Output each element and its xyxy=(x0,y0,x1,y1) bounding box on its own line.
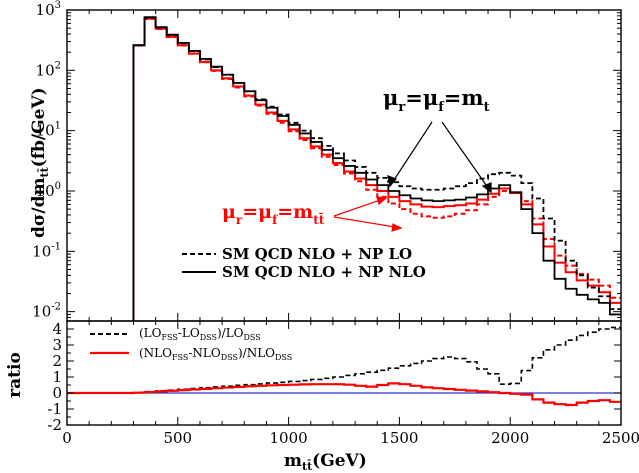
series-black-solid xyxy=(132,16,621,321)
main-y-tick-label: 101 xyxy=(36,121,61,140)
main-legend: SM QCD NLO + NP LO SM QCD NLO + NP NLO xyxy=(182,245,426,281)
annotation-arrows-mt xyxy=(387,121,492,194)
ratio-legend-lo: (LOFSS-LODSS)/LODSS xyxy=(139,326,261,342)
main-y-tick-label: 10-1 xyxy=(32,241,61,260)
main-series xyxy=(132,16,621,321)
annotation-scale-mtt: μr=μf=mtt̄ xyxy=(222,201,325,227)
ratio-y-tick-label: 0 xyxy=(52,384,62,402)
main-panel: 10-2 10-1 100 101 102 103 dσ/dmtt̄(fb/GeV) μr… xyxy=(29,0,622,322)
ratio-y-tick-label: 2 xyxy=(52,352,62,370)
ratio-y-tick-label: 1 xyxy=(52,368,62,386)
x-tick-label: 2500 xyxy=(602,429,639,447)
ratio-y-tick-label: -1 xyxy=(47,400,62,418)
x-axis-ticks: 0 500 1000 1500 2000 2500 xyxy=(62,321,639,447)
ratio-y-axis-label: ratio xyxy=(5,352,25,398)
ratio-series xyxy=(67,326,621,407)
main-y-tick-label: 10-2 xyxy=(32,302,61,321)
legend-dashed-label: SM QCD NLO + NP LO xyxy=(222,245,412,263)
main-y-axis-label: dσ/dmtt̄(fb/GeV) xyxy=(29,87,51,238)
x-tick-label: 1500 xyxy=(380,429,418,447)
ratio-y-tick-label: -2 xyxy=(47,416,62,434)
annotation-scale-mt: μr=μf=mt xyxy=(383,85,490,115)
x-tick-label: 0 xyxy=(62,429,72,447)
ratio-plot-frame xyxy=(66,320,622,426)
x-tick-label: 1000 xyxy=(270,429,308,447)
x-axis-label: mtt̄(GeV) xyxy=(284,451,367,473)
ratio-y-tick-label: 3 xyxy=(52,336,62,354)
x-tick-label: 500 xyxy=(163,429,192,447)
legend-solid-label: SM QCD NLO + NP NLO xyxy=(222,263,426,281)
annotation-arrows-mtt xyxy=(333,196,403,232)
ratio-y-tick-label: 4 xyxy=(52,320,62,338)
ratio-legend: (LOFSS-LODSS)/LODSS (NLOFSS-NLODSS)/NLOD… xyxy=(90,326,292,362)
main-y-tick-label: 100 xyxy=(36,181,61,200)
x-tick-label: 2000 xyxy=(491,429,529,447)
ratio-legend-nlo: (NLOFSS-NLODSS)/NLODSS xyxy=(139,346,292,362)
series-nlo-ratio xyxy=(67,382,621,407)
main-y-tick-label: 102 xyxy=(36,60,61,79)
main-y-tick-label: 103 xyxy=(36,0,61,19)
